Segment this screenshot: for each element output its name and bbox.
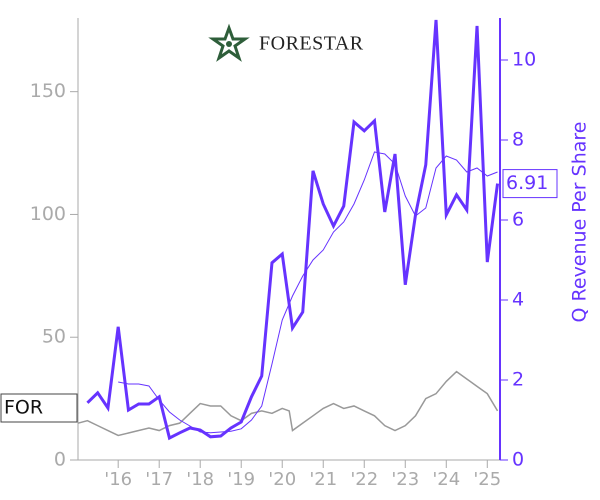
y2-tick-label: 0 — [512, 449, 524, 471]
x-tick-label: '22 — [350, 469, 378, 490]
x-tick-label: '20 — [268, 469, 296, 490]
x-tick-label: '16 — [104, 469, 132, 490]
x-tick-label: '21 — [309, 469, 337, 490]
x-tick-label: '19 — [227, 469, 255, 490]
logo-text: FORESTAR — [259, 33, 364, 55]
x-tick-label: '23 — [391, 469, 419, 490]
ticker-label: FOR — [4, 397, 43, 419]
last-value-box — [502, 169, 558, 199]
y2-tick-label: 10 — [512, 49, 536, 71]
logo: FORESTAR — [208, 23, 364, 62]
y2-tick-label: 4 — [512, 289, 524, 311]
y-tick-label: 150 — [30, 80, 66, 102]
y-tick-label: 0 — [54, 449, 66, 471]
y-tick-label: 100 — [30, 203, 66, 225]
y2-tick-label: 2 — [512, 369, 524, 391]
x-tick-label: '18 — [186, 469, 214, 490]
series-line — [77, 370, 499, 437]
x-tick-label: '24 — [432, 469, 460, 490]
y2-tick-label: 8 — [512, 129, 524, 151]
y-tick-label: 50 — [42, 326, 66, 348]
ticker-box — [0, 393, 78, 423]
y2-tick-label: 6 — [512, 209, 524, 231]
x-tick-label: '25 — [473, 469, 501, 490]
series-line — [118, 151, 498, 434]
x-tick-label: '17 — [145, 469, 173, 490]
y2-axis-title: Q Revenue Per Share — [569, 122, 591, 323]
last-value-label: 6.91 — [506, 172, 548, 194]
series-line — [86, 19, 500, 441]
